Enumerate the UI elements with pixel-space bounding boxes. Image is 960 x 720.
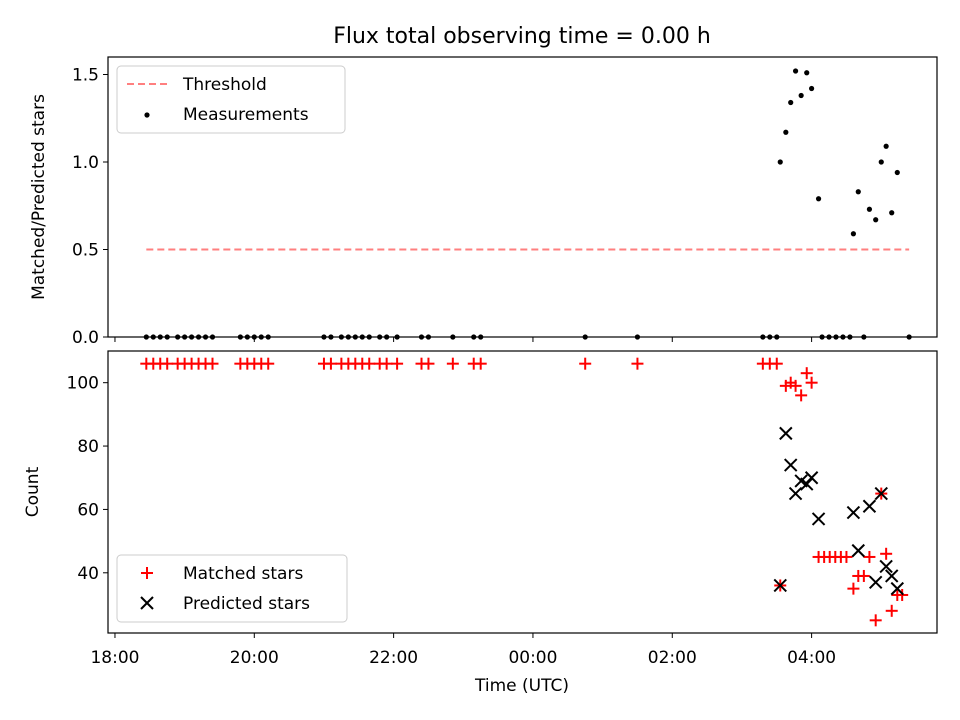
top-ytick-label: 0.0: [72, 328, 99, 348]
measurement-point: [883, 143, 889, 149]
bottom-ytick-label: 40: [77, 564, 99, 584]
predicted-star-point: [885, 569, 899, 583]
matched-star-point: [363, 357, 376, 370]
bottom-xtick-label: 18:00: [90, 648, 139, 668]
predicted-star-point: [851, 543, 865, 558]
matched-star-point: [161, 357, 174, 370]
matched-star-point: [789, 379, 802, 392]
measurement-point: [783, 129, 789, 135]
matched-star-point: [795, 389, 808, 402]
matched-star-point: [885, 604, 898, 617]
bottom-xtick-label: 02:00: [648, 648, 697, 668]
matched-star-point: [324, 357, 337, 370]
measurement-point: [798, 92, 804, 99]
legend-matched-swatch: [141, 567, 153, 579]
predicted-star-point: [800, 477, 814, 491]
measurement-point: [804, 70, 810, 76]
bottom-axes-frame: [107, 350, 938, 634]
bottom-xlabel: Time (UTC): [474, 676, 569, 696]
bottom-legend: Matched stars Predicted stars: [116, 554, 348, 623]
measurement-point: [850, 231, 857, 237]
matched-star-point: [896, 588, 909, 601]
matched-star-point: [869, 614, 882, 627]
bottom-xtick-label: 20:00: [230, 648, 279, 668]
matched-star-point: [857, 569, 870, 582]
matched-star-point: [880, 547, 893, 560]
predicted-star-point: [890, 581, 904, 596]
measurement-point: [809, 85, 815, 92]
matched-star-point: [770, 357, 783, 370]
matched-star-point: [840, 550, 853, 563]
matched-star-point: [847, 582, 860, 595]
chart-title: Flux total observing time = 0.00 h: [333, 24, 711, 49]
legend-matched-label: Matched stars: [183, 564, 303, 584]
bottom-ytick-label: 80: [77, 437, 99, 457]
top-axes-frame: [107, 56, 938, 338]
predicted-star-point: [783, 458, 798, 472]
matched-star-point: [422, 357, 435, 370]
legend-measurements-swatch: [144, 112, 150, 118]
top-ytick-label: 0.5: [72, 241, 99, 261]
matched-star-point: [800, 367, 813, 380]
matched-star-point: [863, 550, 876, 563]
bottom-ytick-label: 60: [77, 500, 99, 520]
measurement-point: [777, 159, 783, 165]
matched-star-point: [206, 357, 219, 370]
legend-predicted-label: Predicted stars: [183, 594, 310, 614]
predicted-star-point: [868, 575, 883, 590]
top-panel: 0.0 0.5 1.0 1.5 Matched/Predicted stars Thr…: [29, 56, 938, 348]
measurement-point: [792, 68, 799, 74]
measurement-point: [889, 210, 895, 216]
measurement-point: [894, 169, 900, 176]
predicted-star-point: [874, 486, 888, 501]
measurement-point: [788, 99, 794, 106]
predicted-star-point: [846, 505, 861, 520]
predicted-star-point: [779, 426, 793, 441]
predicted-star-point: [804, 471, 819, 485]
bottom-xtick-label: 04:00: [787, 648, 836, 668]
predicted-star-point: [879, 559, 893, 574]
bottom-ytick-label: 100: [67, 374, 99, 394]
predicted-star-point: [788, 486, 803, 501]
bottom-xtick-label: 00:00: [508, 648, 557, 668]
measurement-point: [866, 206, 873, 212]
top-ylabel: Matched/Predicted stars: [29, 94, 49, 300]
predicted-star-point: [811, 512, 826, 526]
matched-star-point: [631, 357, 644, 370]
bottom-panel: 40 60 80 100 18:00 20:00 22:00 00:00 02:00 04:00…: [23, 350, 938, 696]
measurement-point: [815, 196, 822, 202]
top-ytick-label: 1.5: [72, 66, 99, 86]
matched-star-point: [805, 376, 818, 389]
legend-measurements-label: Measurements: [183, 105, 309, 125]
legend-predicted-swatch: [140, 596, 154, 610]
predicted-star-point: [773, 578, 787, 593]
matched-star-point: [262, 357, 275, 370]
top-ytick-label: 1.0: [72, 153, 99, 173]
bottom-xtick-label: 22:00: [369, 648, 418, 668]
measurement-point: [878, 159, 884, 165]
top-legend: Threshold Measurements: [116, 65, 346, 134]
legend-threshold-label: Threshold: [182, 75, 267, 95]
matched-star-point: [446, 357, 459, 370]
measurement-point: [873, 217, 879, 223]
bottom-ylabel: Count: [23, 466, 43, 517]
matched-star-point: [474, 357, 487, 370]
measurement-point: [855, 189, 861, 195]
predicted-star-point: [862, 499, 877, 513]
matched-star-point: [380, 357, 393, 370]
matched-star-point: [391, 357, 404, 370]
matched-star-point: [579, 357, 592, 370]
